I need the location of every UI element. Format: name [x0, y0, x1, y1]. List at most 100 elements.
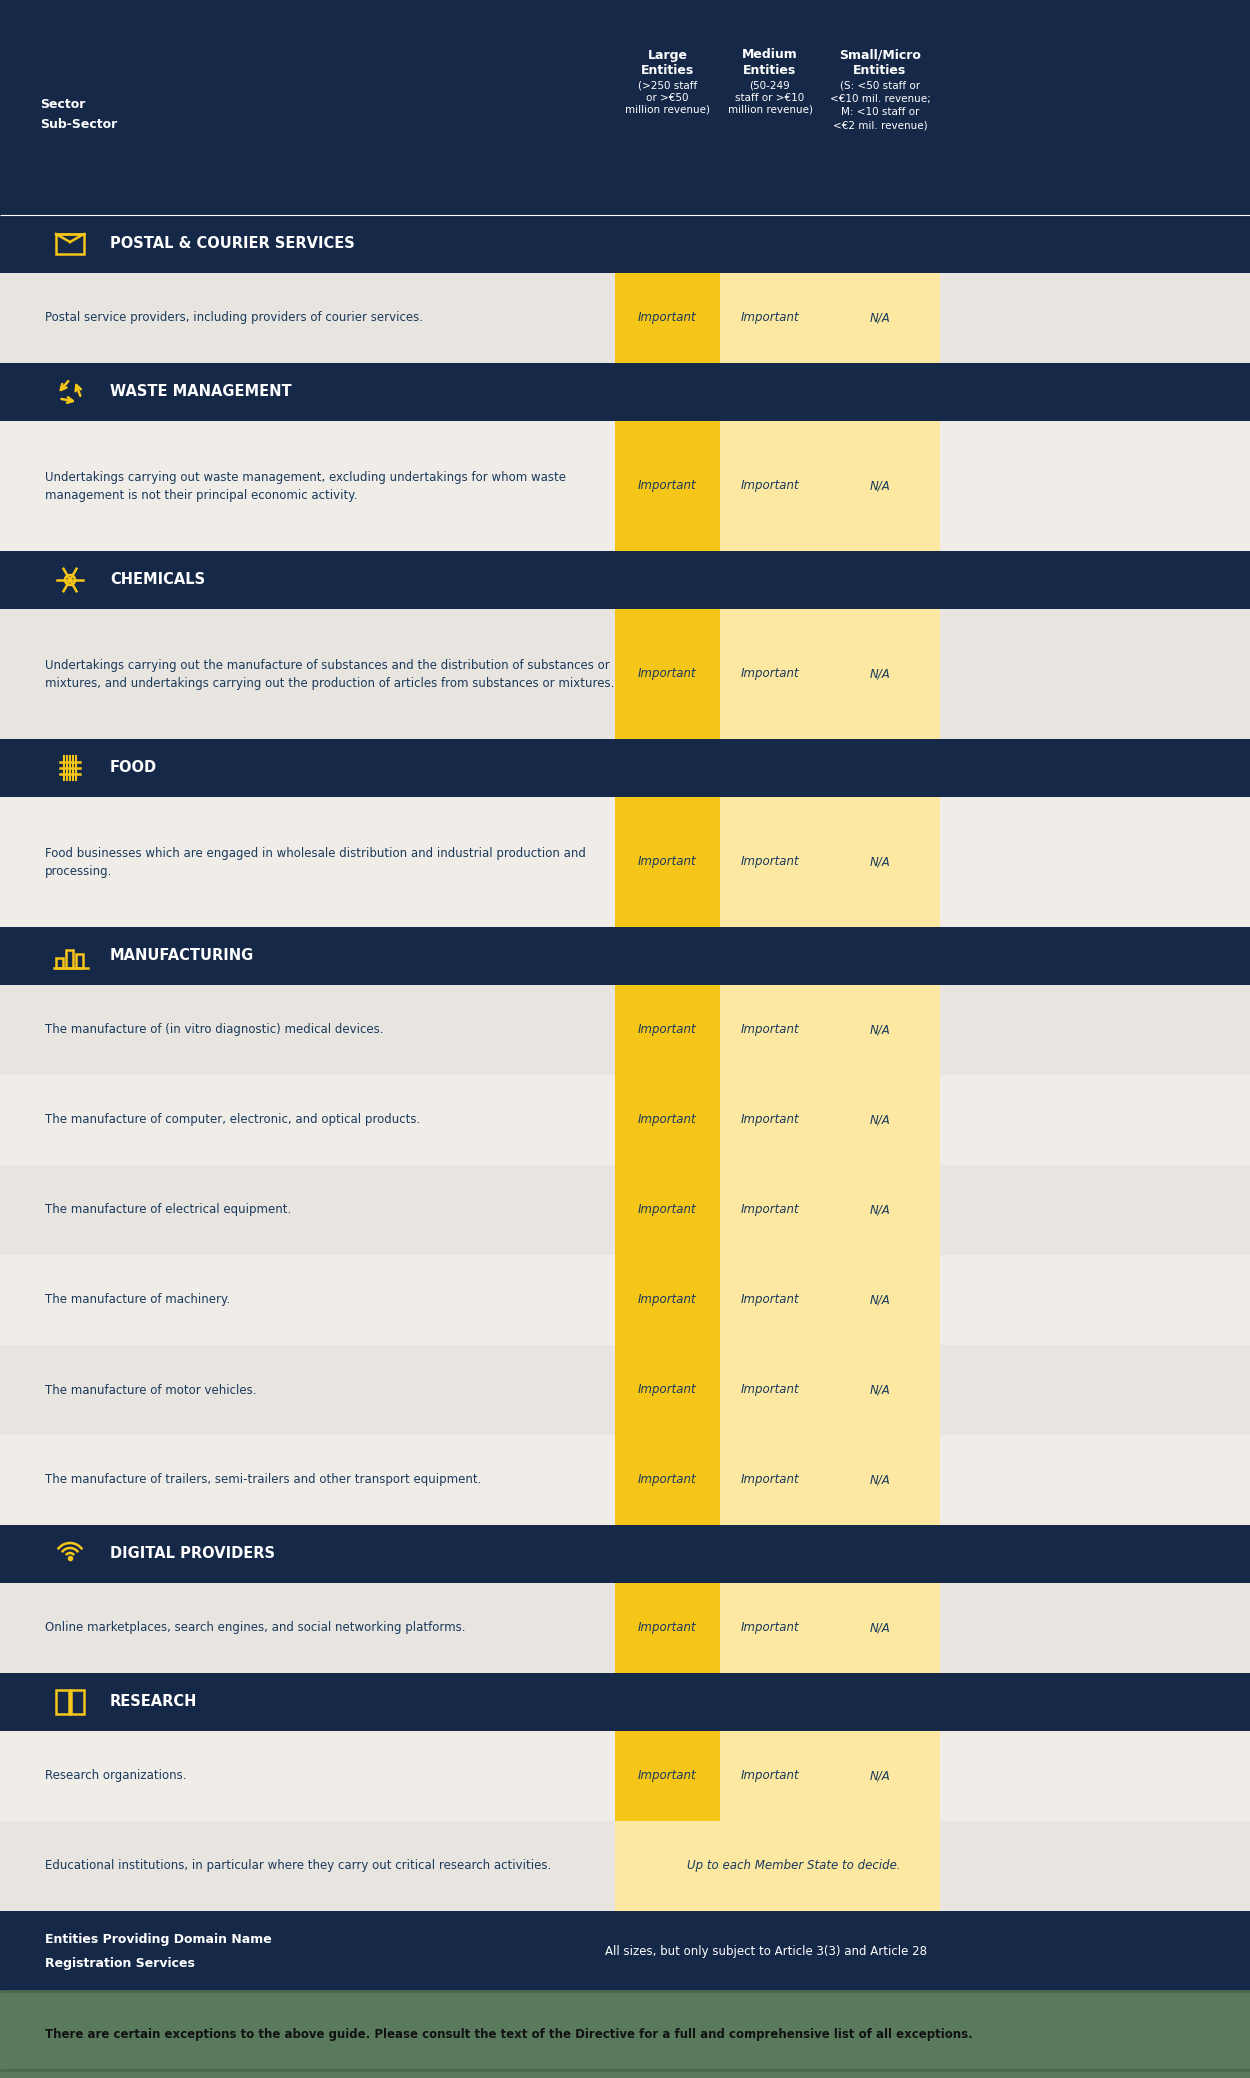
Bar: [720, 609, 820, 740]
Text: staff or >€10: staff or >€10: [735, 94, 805, 104]
Bar: [0, 272, 1250, 364]
Bar: [56, 958, 63, 968]
Text: Medium: Medium: [742, 48, 798, 62]
Bar: [0, 1991, 1250, 2078]
Bar: [0, 0, 1250, 214]
Text: The manufacture of computer, electronic, and optical products.: The manufacture of computer, electronic,…: [45, 1114, 420, 1126]
Text: Research organizations.: Research organizations.: [45, 1770, 186, 1783]
Text: Important: Important: [741, 1384, 799, 1396]
Text: or >€50: or >€50: [646, 94, 689, 104]
Bar: [615, 1074, 720, 1166]
Text: N/A: N/A: [870, 1024, 890, 1037]
Bar: [820, 609, 940, 740]
Bar: [0, 551, 1250, 609]
Bar: [615, 1731, 720, 1820]
Text: (50-249: (50-249: [750, 81, 790, 91]
Text: Important: Important: [639, 856, 696, 869]
Text: N/A: N/A: [870, 1203, 890, 1216]
Bar: [820, 1436, 940, 1525]
Text: All sizes, but only subject to Article 3(3) and Article 28: All sizes, but only subject to Article 3…: [605, 1945, 928, 1957]
Bar: [615, 1436, 720, 1525]
Text: million revenue): million revenue): [728, 106, 813, 114]
Bar: [0, 1074, 1250, 1166]
Bar: [0, 1912, 1250, 1991]
Text: Important: Important: [639, 1114, 696, 1126]
Bar: [720, 1436, 820, 1525]
Bar: [820, 422, 940, 551]
Text: Online marketplaces, search engines, and social networking platforms.: Online marketplaces, search engines, and…: [45, 1621, 465, 1635]
Bar: [820, 1255, 940, 1344]
Bar: [0, 214, 1250, 272]
Text: Important: Important: [741, 1114, 799, 1126]
Text: Educational institutions, in particular where they carry out critical research a: Educational institutions, in particular …: [45, 1860, 551, 1872]
Text: Undertakings carrying out the manufacture of substances and the distribution of : Undertakings carrying out the manufactur…: [45, 659, 615, 690]
Bar: [0, 1820, 1250, 1912]
Bar: [615, 1820, 940, 1912]
Bar: [615, 798, 720, 927]
Bar: [0, 1344, 1250, 1436]
Text: The manufacture of (in vitro diagnostic) medical devices.: The manufacture of (in vitro diagnostic)…: [45, 1024, 384, 1037]
Text: Important: Important: [741, 480, 799, 492]
Text: N/A: N/A: [870, 1770, 890, 1783]
Text: MANUFACTURING: MANUFACTURING: [110, 948, 254, 964]
Text: (>250 staff: (>250 staff: [638, 81, 698, 91]
Text: Sub-Sector: Sub-Sector: [40, 118, 118, 131]
Text: (S: <50 staff or: (S: <50 staff or: [840, 81, 920, 91]
Text: N/A: N/A: [870, 856, 890, 869]
Text: Important: Important: [639, 480, 696, 492]
Bar: [56, 1689, 69, 1714]
Bar: [720, 1583, 820, 1673]
Text: Important: Important: [741, 1293, 799, 1307]
Bar: [615, 1344, 720, 1436]
Bar: [615, 609, 720, 740]
Text: Important: Important: [639, 312, 696, 324]
Bar: [820, 1166, 940, 1255]
Bar: [615, 1166, 720, 1255]
Text: Important: Important: [639, 1384, 696, 1396]
Bar: [0, 1166, 1250, 1255]
Bar: [0, 422, 1250, 551]
Text: RESEARCH: RESEARCH: [110, 1694, 198, 1710]
Text: Large: Large: [648, 48, 688, 62]
Text: Important: Important: [639, 1024, 696, 1037]
Text: Important: Important: [741, 1621, 799, 1635]
Text: WASTE MANAGEMENT: WASTE MANAGEMENT: [110, 384, 291, 399]
Bar: [615, 1583, 720, 1673]
Text: Important: Important: [741, 1024, 799, 1037]
Text: N/A: N/A: [870, 667, 890, 680]
Text: N/A: N/A: [870, 1621, 890, 1635]
Text: Entities Providing Domain Name: Entities Providing Domain Name: [45, 1933, 271, 1945]
Bar: [0, 1525, 1250, 1583]
Bar: [615, 985, 720, 1074]
Bar: [720, 1344, 820, 1436]
Bar: [820, 1074, 940, 1166]
Text: Important: Important: [741, 1203, 799, 1216]
Text: Entities: Entities: [854, 64, 906, 77]
Text: CHEMICALS: CHEMICALS: [110, 574, 205, 588]
Bar: [0, 1731, 1250, 1820]
Bar: [0, 927, 1250, 985]
Text: Entities: Entities: [641, 64, 694, 77]
Text: Important: Important: [639, 1203, 696, 1216]
Text: The manufacture of motor vehicles.: The manufacture of motor vehicles.: [45, 1384, 256, 1396]
Text: Important: Important: [741, 1770, 799, 1783]
Text: POSTAL & COURIER SERVICES: POSTAL & COURIER SERVICES: [110, 237, 355, 251]
Text: Undertakings carrying out waste management, excluding undertakings for whom wast: Undertakings carrying out waste manageme…: [45, 470, 566, 501]
Text: Important: Important: [741, 856, 799, 869]
Text: N/A: N/A: [870, 1293, 890, 1307]
Bar: [0, 364, 1250, 422]
Bar: [0, 798, 1250, 927]
Bar: [0, 609, 1250, 740]
Text: Food businesses which are engaged in wholesale distribution and industrial produ: Food businesses which are engaged in who…: [45, 846, 586, 877]
Text: Postal service providers, including providers of courier services.: Postal service providers, including prov…: [45, 312, 423, 324]
Text: million revenue): million revenue): [625, 106, 710, 114]
Text: N/A: N/A: [870, 1114, 890, 1126]
Bar: [720, 1074, 820, 1166]
Bar: [0, 1673, 1250, 1731]
Text: Important: Important: [741, 312, 799, 324]
Text: Important: Important: [639, 1293, 696, 1307]
Bar: [820, 798, 940, 927]
Text: Important: Important: [639, 1770, 696, 1783]
Bar: [615, 1255, 720, 1344]
Bar: [720, 272, 820, 364]
